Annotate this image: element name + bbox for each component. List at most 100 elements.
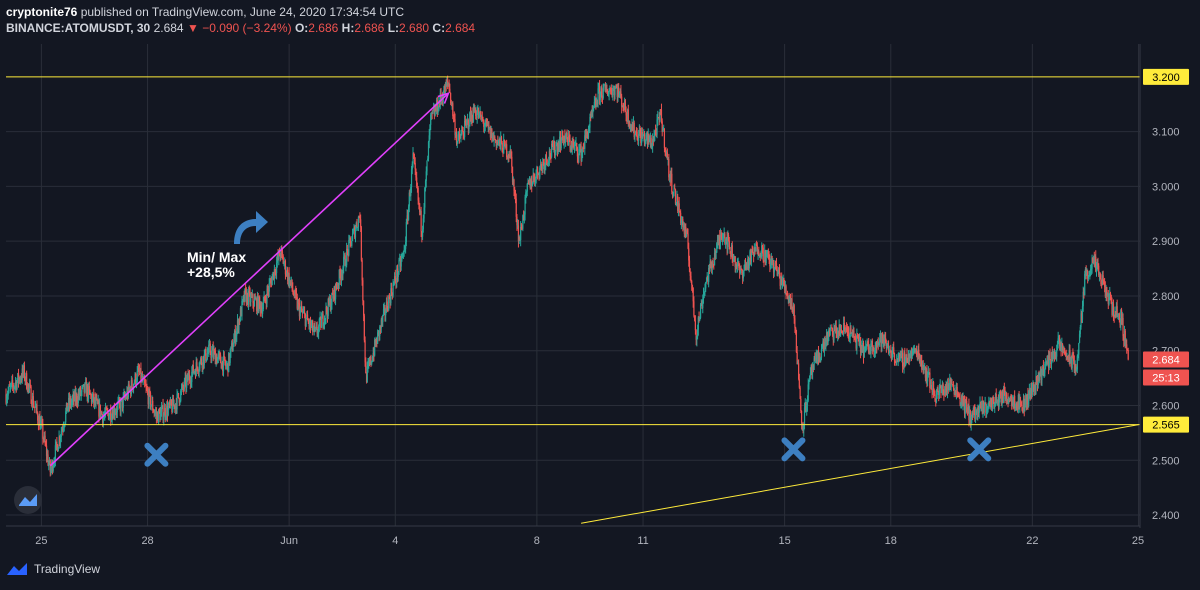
candle-body	[733, 256, 736, 259]
candle-body	[336, 287, 338, 289]
candle-body	[809, 373, 812, 376]
candle-body	[100, 412, 102, 417]
candle-body	[963, 400, 966, 414]
candle-body	[1056, 350, 1058, 357]
candle-body	[363, 300, 365, 316]
footer-brand[interactable]: TradingView	[34, 562, 101, 576]
candle-body	[348, 238, 351, 241]
candle-body	[568, 135, 570, 140]
candle-body	[930, 384, 932, 389]
candle-body	[82, 385, 84, 388]
candle-body	[848, 336, 851, 339]
price-axis[interactable]: 2.4002.5002.6002.7002.8002.9003.0003.100…	[1139, 0, 1200, 590]
candle-body	[563, 136, 565, 144]
candle-body	[1007, 398, 1009, 404]
candle-body	[827, 336, 829, 343]
candle-body	[309, 320, 311, 327]
author-name[interactable]: cryptonite76	[6, 5, 78, 19]
candle-body	[10, 383, 12, 387]
candle-body	[572, 142, 574, 144]
candle-body	[70, 398, 72, 406]
candle-body	[842, 333, 844, 335]
candle-body	[775, 261, 777, 264]
candle-body	[825, 341, 827, 348]
candle-body	[1120, 309, 1122, 326]
candle-body	[430, 114, 432, 125]
candle-body	[287, 269, 289, 282]
candle-body	[891, 351, 893, 359]
candle-body	[164, 408, 166, 418]
candle-body	[685, 231, 688, 237]
candle-body	[1067, 355, 1069, 359]
candle-body	[746, 263, 748, 267]
candle-body	[1024, 405, 1026, 411]
candle-body	[1089, 271, 1091, 276]
candle-body	[939, 385, 941, 388]
candle-body	[184, 377, 186, 381]
candle-body	[1101, 275, 1103, 286]
price-axis-bg	[1140, 0, 1200, 590]
candle-body	[1109, 293, 1111, 295]
candle-body	[195, 362, 197, 377]
symbol-label[interactable]: BINANCE:ATOMUSDT, 30	[6, 21, 151, 35]
candle-body	[23, 365, 25, 374]
candle-body	[187, 374, 189, 381]
candle-body	[980, 402, 983, 405]
candle-body	[78, 393, 80, 397]
candle-body	[797, 363, 799, 365]
candle-body	[739, 267, 741, 273]
candle-body	[378, 330, 380, 336]
close-value: 2.684	[445, 21, 476, 35]
candle-body	[688, 260, 691, 272]
candle-body	[969, 410, 972, 425]
candle-body	[422, 218, 424, 230]
candle-body	[549, 150, 551, 157]
candle-body	[517, 225, 520, 242]
candle-body	[239, 319, 241, 321]
candle-body	[955, 390, 957, 396]
time-axis[interactable]: 25 28 Jun 4 8 11 15 18 22 25	[6, 525, 1144, 547]
candle-body	[642, 135, 644, 138]
candle-body	[54, 445, 57, 462]
tradingview-badge-icon[interactable]	[14, 486, 42, 514]
candle-body	[464, 120, 466, 123]
candle-body	[514, 190, 516, 196]
candle-body	[192, 364, 194, 374]
candle-body	[231, 343, 233, 352]
candle-body	[480, 116, 483, 120]
candle-body	[301, 306, 303, 312]
candle-body	[93, 393, 95, 404]
candle-body	[326, 307, 328, 313]
candle-body	[337, 284, 339, 288]
candle-body	[1053, 351, 1055, 355]
candle-body	[374, 339, 376, 346]
candle-body	[168, 402, 170, 408]
candle-body	[832, 334, 834, 340]
candle-body	[720, 234, 722, 238]
candle-body	[1074, 364, 1076, 372]
candle-body	[986, 410, 988, 412]
candle-body	[895, 361, 897, 363]
candle-body	[893, 353, 896, 361]
candle-body	[216, 356, 218, 364]
candle-body	[1120, 309, 1123, 319]
candle-body	[304, 313, 306, 327]
candle-body	[322, 313, 324, 326]
candle-body	[156, 413, 158, 418]
candle-body	[1092, 257, 1094, 264]
candle-body	[12, 380, 14, 386]
candle-body	[896, 360, 898, 363]
candle-body	[899, 354, 901, 357]
candle-body	[603, 85, 605, 88]
candle-body	[907, 353, 910, 363]
candle-body	[761, 245, 764, 248]
candle-body	[535, 173, 537, 181]
candle-body	[1061, 343, 1063, 351]
candle-body	[812, 367, 814, 370]
candle-body	[637, 139, 639, 141]
candle-body	[63, 425, 65, 428]
candle-body	[43, 438, 45, 441]
candle-body	[830, 327, 832, 329]
candle-body	[733, 258, 735, 262]
